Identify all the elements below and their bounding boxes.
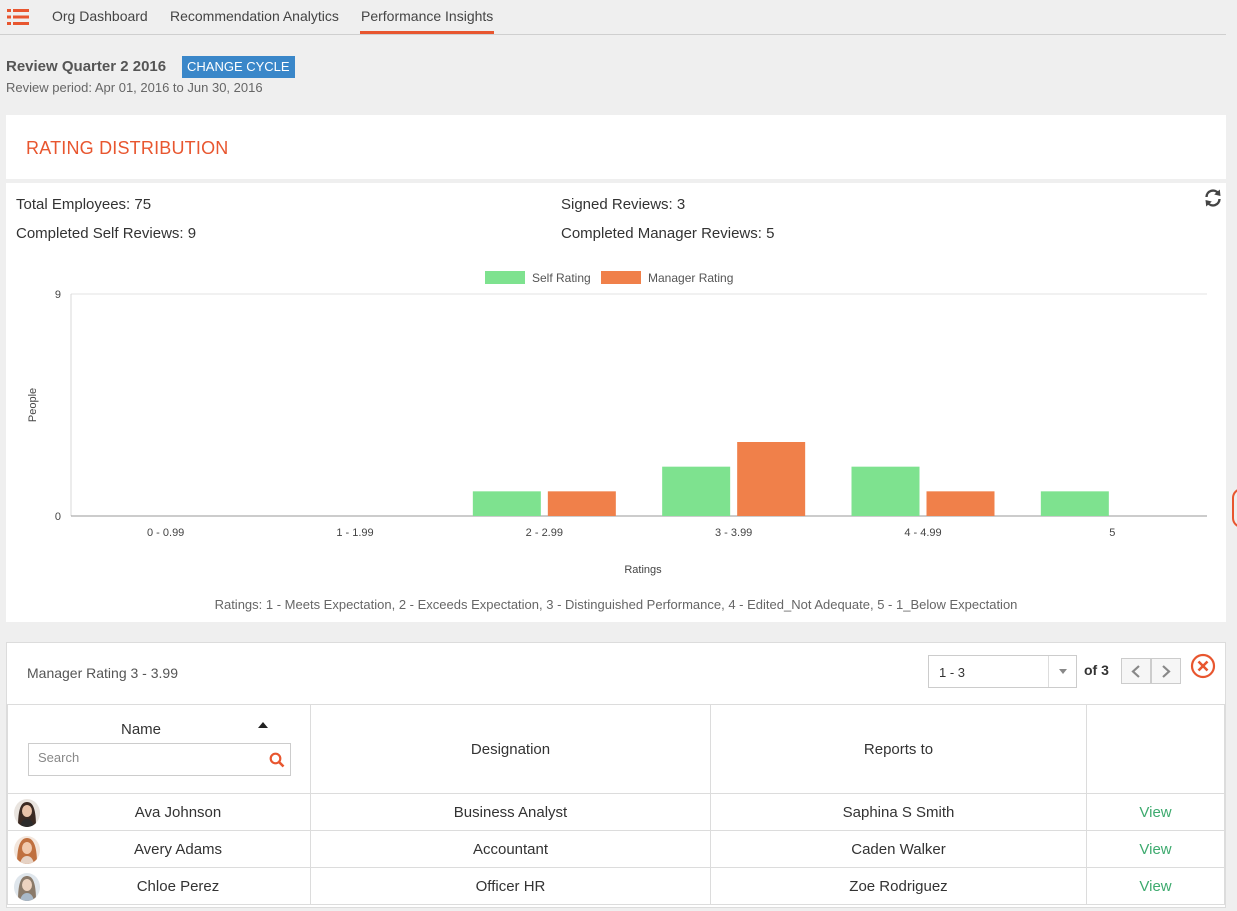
reports-to-cell: Saphina S Smith <box>710 793 1087 831</box>
change-cycle-button[interactable]: CHANGE CYCLE <box>182 56 295 78</box>
rating-distribution-panel: Total Employees: 75 Completed Self Revie… <box>6 183 1226 622</box>
table-row: Avery Adams Accountant Caden Walker View <box>7 830 1225 868</box>
name-header-label: Name <box>121 721 162 738</box>
y-tick-label: 9 <box>55 289 61 301</box>
reports-to-cell: Zoe Rodriguez <box>710 867 1087 905</box>
ratings-legend-note: Ratings: 1 - Meets Expectation, 2 - Exce… <box>214 597 1018 612</box>
edge-circle-decoration <box>1232 488 1237 528</box>
employee-name-cell: Ava Johnson <box>7 793 311 831</box>
search-icon[interactable] <box>269 752 285 768</box>
rating-distribution-header: RATING DISTRIBUTION <box>6 115 1226 179</box>
designation-column-header: Designation <box>310 704 711 794</box>
designation-cell: Business Analyst <box>310 793 711 831</box>
page-range-value: 1 - 3 <box>939 665 966 680</box>
legend-label: Manager Rating <box>648 271 733 285</box>
tab-org-dashboard[interactable]: Org Dashboard <box>52 8 148 24</box>
chevron-down-icon[interactable] <box>1048 656 1076 687</box>
y-axis-label: People <box>27 388 39 422</box>
top-navigation: Org Dashboard Recommendation Analytics P… <box>0 0 1226 35</box>
chevron-left-icon <box>1131 665 1140 678</box>
reports-to-cell: Caden Walker <box>710 830 1087 868</box>
x-tick-label: 5 <box>1109 527 1115 539</box>
employee-name: Avery Adams <box>133 840 223 858</box>
action-column-header <box>1086 704 1225 794</box>
avatar <box>14 799 40 827</box>
prev-page-button[interactable] <box>1121 658 1151 684</box>
completed-self-reviews: Completed Self Reviews: 9 <box>16 225 197 242</box>
bar-self-rating <box>472 491 541 516</box>
bar-self-rating <box>851 466 920 516</box>
designation-cell: Officer HR <box>310 867 711 905</box>
designation-cell: Accountant <box>310 830 711 868</box>
sort-ascending-icon[interactable] <box>258 722 268 728</box>
action-cell: View <box>1086 793 1225 831</box>
review-cycle-title: Review Quarter 2 2016 <box>6 58 167 75</box>
y-tick-label: 0 <box>55 511 61 523</box>
view-link[interactable]: View <box>1139 877 1172 895</box>
total-employees: Total Employees: 75 <box>16 196 152 213</box>
list-title: Manager Rating 3 - 3.99 <box>27 665 178 681</box>
page-range-select[interactable]: 1 - 3 <box>928 655 1077 688</box>
tab-performance-insights[interactable]: Performance Insights <box>360 8 495 34</box>
employee-name: Chloe Perez <box>136 877 220 895</box>
chevron-right-icon <box>1162 665 1171 678</box>
page-count: of 3 <box>1084 662 1109 678</box>
employee-name: Ava Johnson <box>134 803 222 821</box>
reports-to-column-header: Reports to <box>710 704 1087 794</box>
x-tick-label: 3 - 3.99 <box>715 527 752 539</box>
avatar <box>14 873 40 901</box>
bar-self-rating <box>1040 491 1109 516</box>
legend-label: Self Rating <box>532 271 591 285</box>
completed-manager-reviews: Completed Manager Reviews: 5 <box>561 225 775 242</box>
x-axis-label: Ratings <box>624 564 662 576</box>
legend-swatch <box>601 271 641 284</box>
table-row: Chloe Perez Officer HR Zoe Rodriguez Vie… <box>7 867 1225 905</box>
signed-reviews: Signed Reviews: 3 <box>561 196 686 213</box>
next-page-button[interactable] <box>1151 658 1181 684</box>
action-cell: View <box>1086 830 1225 868</box>
tab-recommendation-analytics[interactable]: Recommendation Analytics <box>170 8 339 24</box>
table-row: Ava Johnson Business Analyst Saphina S S… <box>7 793 1225 831</box>
legend-swatch <box>485 271 525 284</box>
x-tick-label: 4 - 4.99 <box>904 527 941 539</box>
bar-manager-rating <box>547 491 616 516</box>
employee-list-panel: Manager Rating 3 - 3.99 1 - 3 of 3 Name <box>6 642 1226 908</box>
refresh-icon[interactable] <box>1203 188 1223 208</box>
name-search-box[interactable] <box>28 743 291 776</box>
view-link[interactable]: View <box>1139 840 1172 858</box>
x-tick-label: 0 - 0.99 <box>147 527 184 539</box>
rating-distribution-chart: 0 9 People 0 - 0.99 1 - 1.99 2 - 2.99 3 - 3.99… <box>27 271 1207 576</box>
bar-manager-rating <box>737 442 806 516</box>
rating-distribution-title: RATING DISTRIBUTION <box>26 138 229 158</box>
employee-name-cell: Chloe Perez <box>7 867 311 905</box>
x-tick-label: 2 - 2.99 <box>526 527 563 539</box>
avatar <box>14 836 40 864</box>
employee-name-cell: Avery Adams <box>7 830 311 868</box>
review-period: Review period: Apr 01, 2016 to Jun 30, 2… <box>6 80 263 95</box>
bar-self-rating <box>662 466 731 516</box>
action-cell: View <box>1086 867 1225 905</box>
x-tick-label: 1 - 1.99 <box>336 527 373 539</box>
view-link[interactable]: View <box>1139 803 1172 821</box>
list-menu-icon[interactable] <box>7 9 29 25</box>
name-search-input[interactable] <box>38 750 258 765</box>
bar-manager-rating <box>926 491 995 516</box>
close-icon[interactable] <box>1190 653 1216 679</box>
employee-table: Name Designation Reports to <box>7 704 1225 905</box>
name-column-header: Name <box>7 704 311 794</box>
